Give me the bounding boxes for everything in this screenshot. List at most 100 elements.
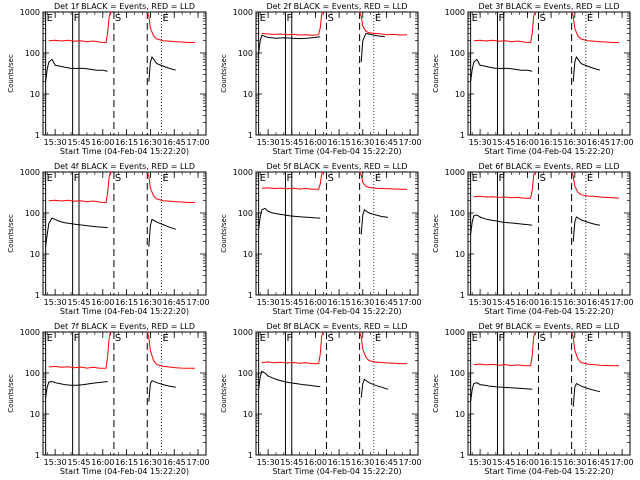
x-tick-label: 16:15 — [328, 458, 351, 467]
y-tick-label: 1000 — [20, 168, 40, 177]
x-tick-label: 16:30 — [563, 138, 586, 147]
lld-series-line — [48, 171, 112, 204]
x-tick-label: 16:15 — [540, 458, 563, 467]
panel-9: Det 9f BLACK = Events, RED = LLD 1 10 100 10… — [432, 322, 634, 476]
y-tick-label: 10 — [30, 90, 40, 99]
x-tick-label: 15:45 — [67, 298, 90, 307]
y-tick-label: 1 — [248, 131, 253, 140]
x-tick-label: 16:45 — [375, 458, 398, 467]
x-tick-label: 16:30 — [139, 458, 162, 467]
marker-label: E — [163, 333, 169, 344]
x-axis-label: Start Time (04-Feb-04 15:22:20) — [60, 467, 189, 476]
marker-label: S — [115, 13, 121, 24]
x-axis-label: Start Time (04-Feb-04 15:22:20) — [60, 147, 189, 156]
marker-label: S — [539, 333, 545, 344]
x-tick-label: 16:00 — [91, 138, 114, 147]
y-tick-label: 10 — [243, 410, 253, 419]
events-series-line — [470, 214, 533, 235]
x-tick-label: 16:30 — [563, 298, 586, 307]
lld-series-line — [146, 171, 195, 203]
axes-frame — [467, 331, 631, 456]
lld-series-line — [473, 171, 536, 199]
y-tick-label: 1000 — [233, 8, 253, 17]
x-tick-label: 16:45 — [163, 298, 186, 307]
marker-label: E — [587, 13, 593, 24]
x-tick-label: 15:30 — [257, 298, 280, 307]
marker-label: F — [74, 173, 80, 184]
y-tick-label: 10 — [30, 410, 40, 419]
marker-label: E — [163, 13, 169, 24]
x-tick-label: 17:00 — [399, 138, 422, 147]
x-tick-label: 16:45 — [587, 138, 610, 147]
x-tick-label: 16:00 — [91, 458, 114, 467]
panel-2: Det 2f BLACK = Events, RED = LLD 1 10 100 10… — [220, 2, 422, 156]
lld-series-line — [146, 331, 195, 369]
x-tick-label: 17:00 — [187, 138, 210, 147]
y-axis-label: Counts/sec — [7, 374, 15, 413]
x-tick-label: 15:30 — [44, 458, 67, 467]
x-tick-label: 17:00 — [187, 458, 210, 467]
y-tick-label: 1000 — [233, 328, 253, 337]
y-tick-label: 1 — [35, 291, 40, 300]
y-tick-label: 1000 — [20, 328, 40, 337]
x-tick-label: 16:00 — [516, 458, 539, 467]
x-tick-label: 16:00 — [91, 298, 114, 307]
y-axis-label: Counts/sec — [432, 374, 440, 413]
x-axis-label: Start Time (04-Feb-04 15:22:20) — [272, 147, 401, 156]
x-tick-label: 16:30 — [351, 458, 374, 467]
x-tick-label: 15:30 — [257, 138, 280, 147]
marker-label: E — [587, 173, 593, 184]
events-series-line — [258, 370, 321, 390]
y-tick-label: 100 — [238, 49, 253, 58]
x-tick-label: 16:45 — [375, 298, 398, 307]
x-tick-label: 16:00 — [304, 458, 327, 467]
y-axis-label: Counts/sec — [220, 214, 228, 253]
events-series-line — [470, 58, 533, 82]
marker-label: F — [286, 13, 292, 24]
marker-label: E — [260, 333, 266, 344]
y-tick-label: 100 — [25, 369, 40, 378]
events-series-line — [572, 55, 601, 82]
lld-series-line — [473, 331, 536, 367]
marker-label: E — [375, 333, 381, 344]
marker-label: E — [47, 13, 53, 24]
y-tick-label: 1000 — [233, 168, 253, 177]
x-tick-label: 16:30 — [351, 138, 374, 147]
x-tick-label: 16:15 — [115, 458, 138, 467]
y-tick-label: 1000 — [20, 8, 40, 17]
x-tick-label: 16:00 — [304, 138, 327, 147]
y-tick-label: 100 — [25, 49, 40, 58]
events-series-line — [148, 380, 176, 402]
x-tick-label: 16:30 — [351, 298, 374, 307]
panel-title: Det 6f BLACK = Events, RED = LLD — [478, 162, 619, 171]
lld-series-line — [359, 11, 408, 36]
lld-series-line — [48, 331, 112, 369]
axes-frame — [255, 331, 419, 456]
x-tick-label: 15:45 — [67, 138, 90, 147]
y-tick-label: 1 — [35, 131, 40, 140]
x-tick-label: 16:15 — [328, 138, 351, 147]
events-series-line — [258, 207, 321, 230]
x-tick-label: 15:30 — [257, 458, 280, 467]
y-tick-label: 100 — [450, 369, 465, 378]
y-axis-label: Counts/sec — [432, 54, 440, 93]
y-tick-label: 1000 — [445, 168, 465, 177]
x-tick-label: 17:00 — [611, 138, 634, 147]
y-tick-label: 100 — [238, 369, 253, 378]
events-series-line — [45, 217, 108, 247]
y-tick-label: 100 — [450, 49, 465, 58]
y-axis-label: Counts/sec — [220, 374, 228, 413]
x-tick-label: 15:30 — [469, 458, 492, 467]
y-tick-label: 1 — [248, 291, 253, 300]
y-tick-label: 1 — [248, 451, 253, 460]
marker-label: F — [498, 333, 504, 344]
events-series-line — [148, 55, 176, 82]
marker-label: S — [539, 173, 545, 184]
y-tick-label: 10 — [243, 90, 253, 99]
axes-frame — [255, 171, 419, 296]
marker-label: F — [498, 173, 504, 184]
marker-label: E — [260, 173, 266, 184]
x-tick-label: 16:15 — [328, 298, 351, 307]
lld-series-line — [571, 171, 620, 199]
